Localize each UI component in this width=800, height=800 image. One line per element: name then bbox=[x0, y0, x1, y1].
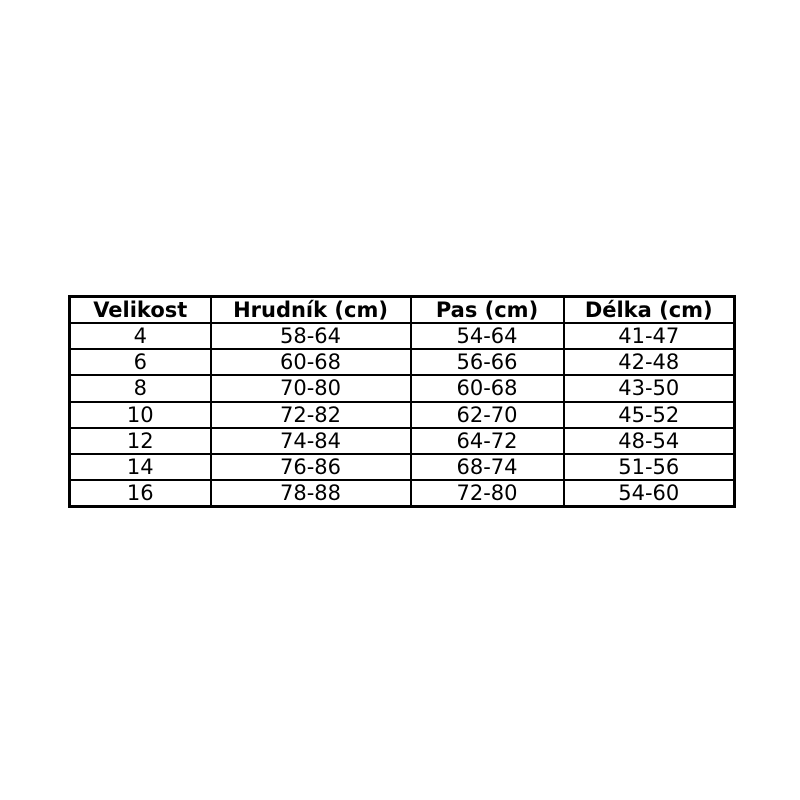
size-chart-header: Velikost Hrudník (cm) Pas (cm) Délka (cm) bbox=[68, 295, 736, 325]
measurement-cell: 54-60 bbox=[562, 478, 736, 508]
column-header: Velikost bbox=[68, 295, 212, 325]
measurement-cell: 58-64 bbox=[209, 322, 412, 351]
measurement-cell: 64-72 bbox=[409, 426, 565, 455]
measurement-cell: 70-80 bbox=[209, 374, 412, 403]
measurement-cell: 60-68 bbox=[409, 374, 565, 403]
size-chart-container: Velikost Hrudník (cm) Pas (cm) Délka (cm) 4… bbox=[68, 295, 736, 509]
size-cell: 8 bbox=[68, 374, 212, 403]
column-header: Délka (cm) bbox=[562, 295, 736, 325]
table-row: 6 60-68 56-66 42-48 bbox=[68, 348, 736, 377]
size-chart-table: Velikost Hrudník (cm) Pas (cm) Délka (cm) 4… bbox=[68, 295, 736, 509]
size-chart-body: 4 58-64 54-64 41-47 6 60-68 56-66 42-48 8 70-80 60… bbox=[68, 322, 736, 508]
measurement-cell: 68-74 bbox=[409, 452, 565, 481]
column-header: Pas (cm) bbox=[409, 295, 565, 325]
measurement-cell: 56-66 bbox=[409, 348, 565, 377]
measurement-cell: 45-52 bbox=[562, 400, 736, 429]
size-cell: 12 bbox=[68, 426, 212, 455]
table-row: 12 74-84 64-72 48-54 bbox=[68, 426, 736, 455]
column-header: Hrudník (cm) bbox=[209, 295, 412, 325]
table-row: 8 70-80 60-68 43-50 bbox=[68, 374, 736, 403]
measurement-cell: 51-56 bbox=[562, 452, 736, 481]
measurement-cell: 60-68 bbox=[209, 348, 412, 377]
size-cell: 14 bbox=[68, 452, 212, 481]
measurement-cell: 74-84 bbox=[209, 426, 412, 455]
header-row: Velikost Hrudník (cm) Pas (cm) Délka (cm) bbox=[68, 295, 736, 325]
table-row: 10 72-82 62-70 45-52 bbox=[68, 400, 736, 429]
measurement-cell: 48-54 bbox=[562, 426, 736, 455]
measurement-cell: 54-64 bbox=[409, 322, 565, 351]
size-cell: 6 bbox=[68, 348, 212, 377]
measurement-cell: 76-86 bbox=[209, 452, 412, 481]
size-cell: 16 bbox=[68, 478, 212, 508]
measurement-cell: 62-70 bbox=[409, 400, 565, 429]
measurement-cell: 72-80 bbox=[409, 478, 565, 508]
measurement-cell: 42-48 bbox=[562, 348, 736, 377]
measurement-cell: 43-50 bbox=[562, 374, 736, 403]
size-cell: 4 bbox=[68, 322, 212, 351]
measurement-cell: 72-82 bbox=[209, 400, 412, 429]
table-row: 16 78-88 72-80 54-60 bbox=[68, 478, 736, 508]
measurement-cell: 41-47 bbox=[562, 322, 736, 351]
measurement-cell: 78-88 bbox=[209, 478, 412, 508]
table-row: 4 58-64 54-64 41-47 bbox=[68, 322, 736, 351]
table-row: 14 76-86 68-74 51-56 bbox=[68, 452, 736, 481]
size-cell: 10 bbox=[68, 400, 212, 429]
